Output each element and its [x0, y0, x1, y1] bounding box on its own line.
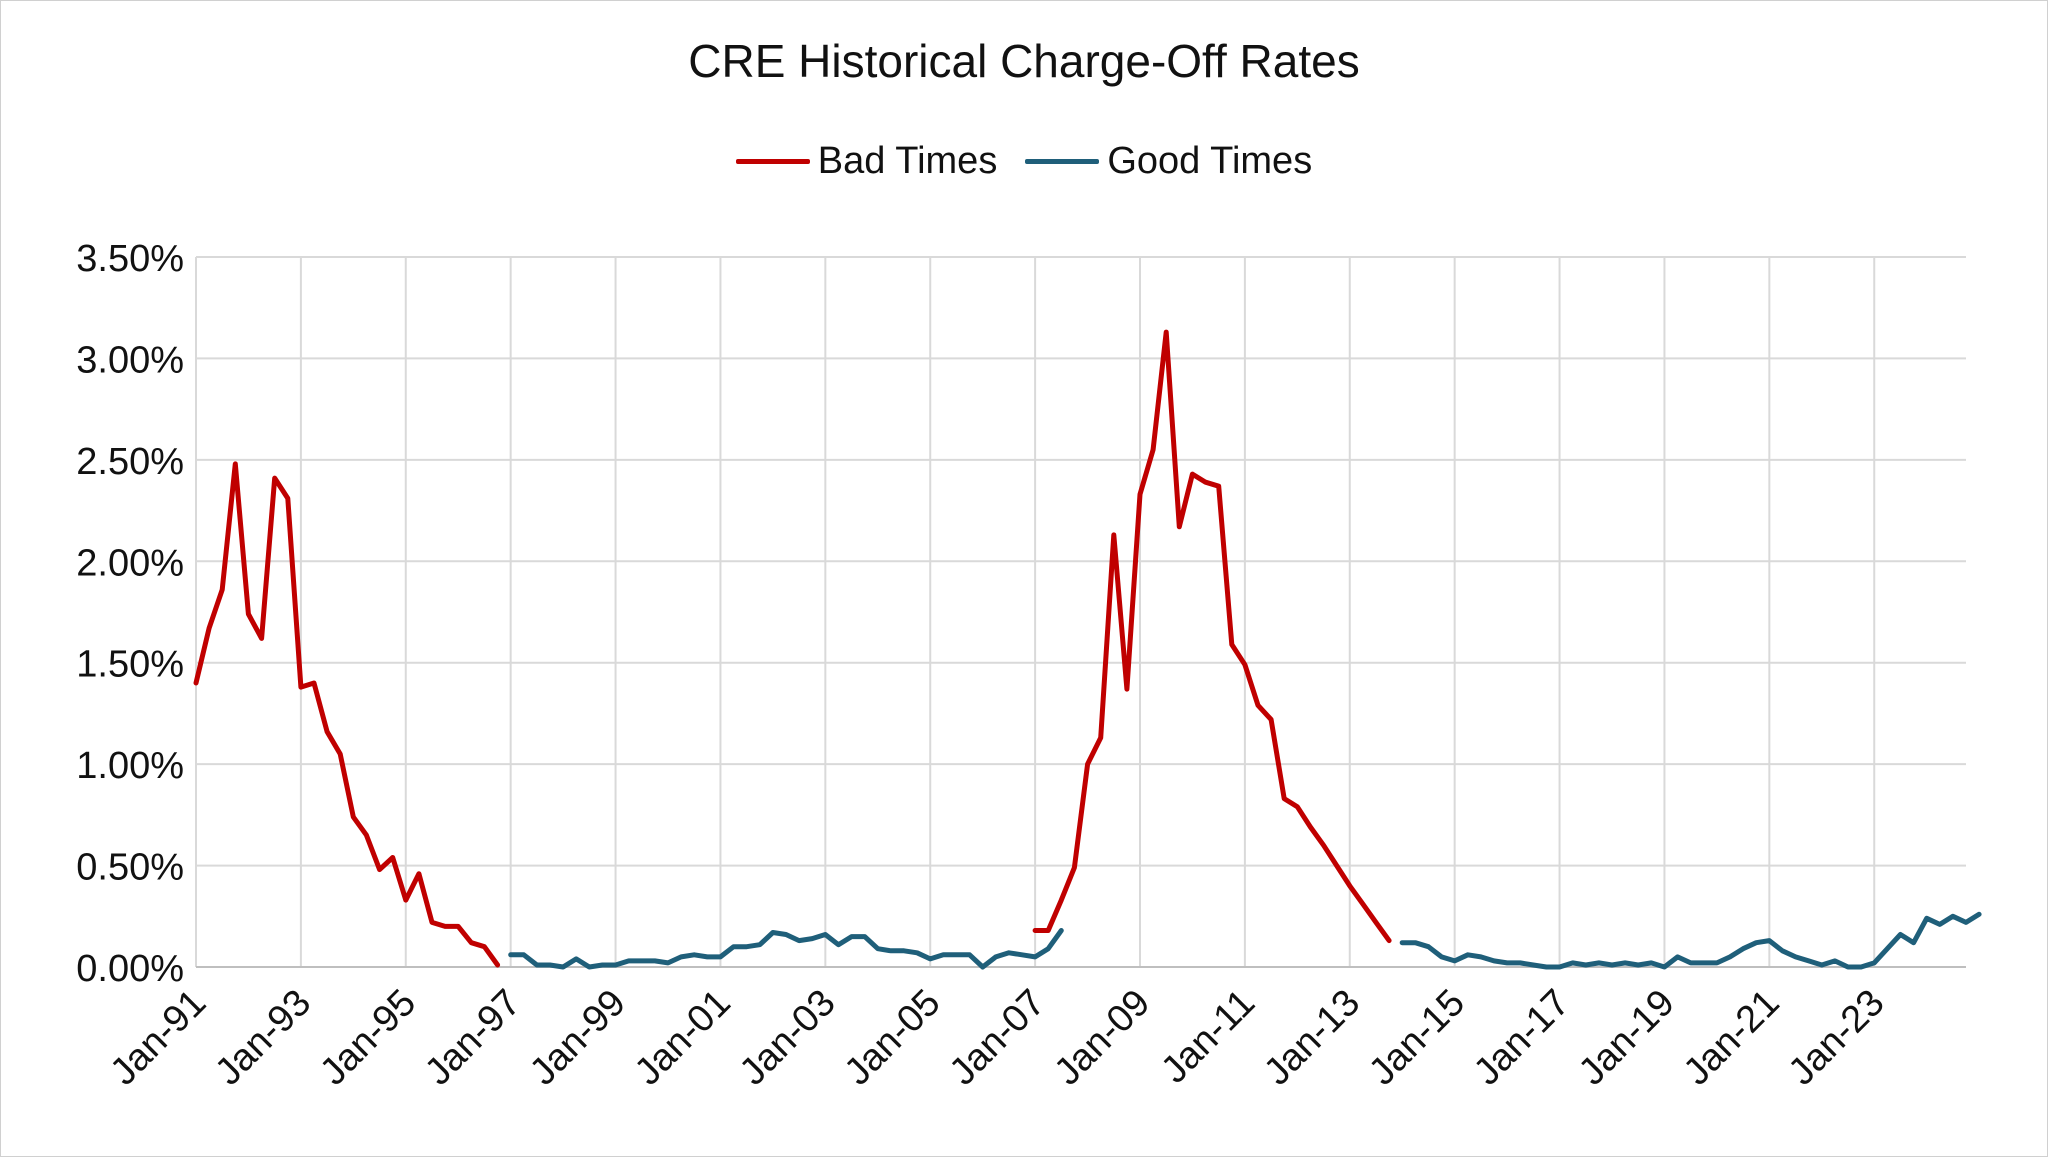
gridlines — [195, 256, 1966, 968]
y-tick-label: 0.00% — [76, 948, 184, 990]
y-tick-label: 1.50% — [76, 644, 184, 686]
legend-label-bad-times: Bad Times — [817, 140, 998, 182]
x-tick-label: Jan-95 — [312, 982, 424, 1094]
x-tick-label: Jan-03 — [732, 982, 844, 1094]
x-tick-label: Jan-19 — [1571, 982, 1683, 1094]
x-tick-label: Jan-13 — [1256, 982, 1368, 1094]
x-tick-label: Jan-07 — [942, 982, 1054, 1094]
x-tick-label: Jan-15 — [1361, 982, 1473, 1094]
y-tick-label: 2.50% — [76, 441, 184, 483]
y-tick-label: 3.50% — [76, 238, 184, 280]
series-line-bad-times-segment-2 — [1032, 329, 1392, 944]
legend-item-good-times: Good Times — [1025, 140, 1312, 183]
x-tick-label: Jan-97 — [417, 982, 529, 1094]
legend-item-bad-times: Bad Times — [735, 140, 998, 183]
x-tick-label: Jan-99 — [522, 982, 634, 1094]
series-lines — [193, 329, 1982, 970]
y-axis-ticks: 0.00% 0.50% 1.00% 1.50% 2.00% 2.50% 3.00% 3.50% — [76, 238, 184, 990]
x-tick-label: Jan-11 — [1153, 982, 1263, 1092]
y-tick-label: 1.00% — [76, 745, 184, 787]
x-tick-label: Jan-01 — [627, 982, 739, 1094]
x-tick-label: Jan-05 — [837, 982, 949, 1094]
legend: Bad Times Good Times — [0, 140, 2048, 183]
x-tick-label: Jan-09 — [1046, 982, 1158, 1094]
legend-swatch-bad-times — [735, 159, 810, 164]
x-tick-label: Jan-23 — [1781, 982, 1893, 1094]
legend-swatch-good-times — [1025, 159, 1100, 164]
y-tick-label: 3.00% — [76, 339, 184, 381]
x-tick-label: Jan-91 — [102, 982, 214, 1094]
series-line-good-times-segment-2 — [1399, 911, 1982, 970]
series-line-bad-times-segment-1 — [193, 461, 501, 968]
series-line-good-times-segment-1 — [508, 928, 1064, 970]
chart-title: CRE Historical Charge-Off Rates — [688, 35, 1360, 87]
x-axis-ticks: Jan-91Jan-93Jan-95Jan-97Jan-99Jan-01Jan-… — [102, 982, 1892, 1094]
x-tick-label: Jan-93 — [207, 982, 319, 1094]
y-tick-label: 0.50% — [76, 847, 184, 889]
y-tick-label: 2.00% — [76, 542, 184, 584]
x-tick-label: Jan-21 — [1676, 982, 1788, 1094]
x-tick-label: Jan-17 — [1466, 982, 1578, 1094]
legend-label-good-times: Good Times — [1107, 140, 1313, 182]
